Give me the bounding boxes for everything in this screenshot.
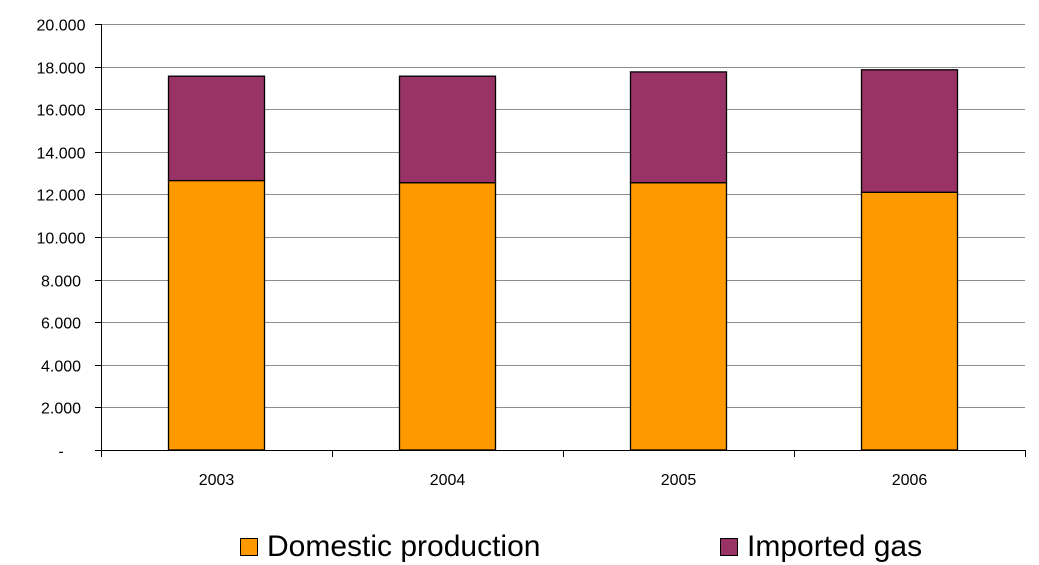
y-tick-label: - (58, 444, 63, 461)
bar-imported-gas-2004 (398, 75, 497, 184)
y-tick-label: 20.000 (37, 18, 86, 35)
legend-item-domestic-production: Domestic production (240, 530, 540, 564)
x-tick-label: 2006 (892, 472, 928, 489)
bar-domestic-production-2006 (860, 191, 959, 451)
y-tick-label: 6.000 (41, 316, 81, 333)
bar-domestic-production-2003 (167, 179, 266, 451)
x-tick-label: 2004 (430, 472, 466, 489)
x-tick-label: 2005 (661, 472, 697, 489)
bar-imported-gas-2006 (860, 69, 959, 193)
y-tick-label: 10.000 (37, 231, 86, 248)
y-tick-label: 12.000 (37, 188, 86, 205)
y-tick-label: 14.000 (37, 146, 86, 163)
legend-label-imported-gas: Imported gas (747, 530, 923, 563)
legend-swatch-imported-gas (720, 538, 738, 556)
y-tick-label: 4.000 (41, 359, 81, 376)
y-tick-label: 2.000 (41, 401, 81, 418)
stacked-bar-chart: - 2.000 4.000 6.000 8.000 10.000 12.000 14.000 1… (37, 18, 1026, 489)
legend-label-domestic-production: Domestic production (267, 530, 541, 563)
bar-imported-gas-2003 (167, 75, 266, 182)
y-tick-label: 16.000 (37, 103, 86, 120)
legend-item-imported-gas: Imported gas (720, 530, 922, 564)
bar-domestic-production-2004 (398, 182, 497, 451)
bar-domestic-production-2005 (629, 182, 728, 451)
bar-imported-gas-2005 (629, 71, 728, 184)
legend-swatch-domestic-production (240, 538, 258, 556)
y-tick-label: 18.000 (37, 61, 86, 78)
y-tick-label: 8.000 (41, 274, 81, 291)
x-tick-label: 2003 (199, 472, 235, 489)
chart-legend: Domestic production Imported gas (0, 530, 1039, 565)
